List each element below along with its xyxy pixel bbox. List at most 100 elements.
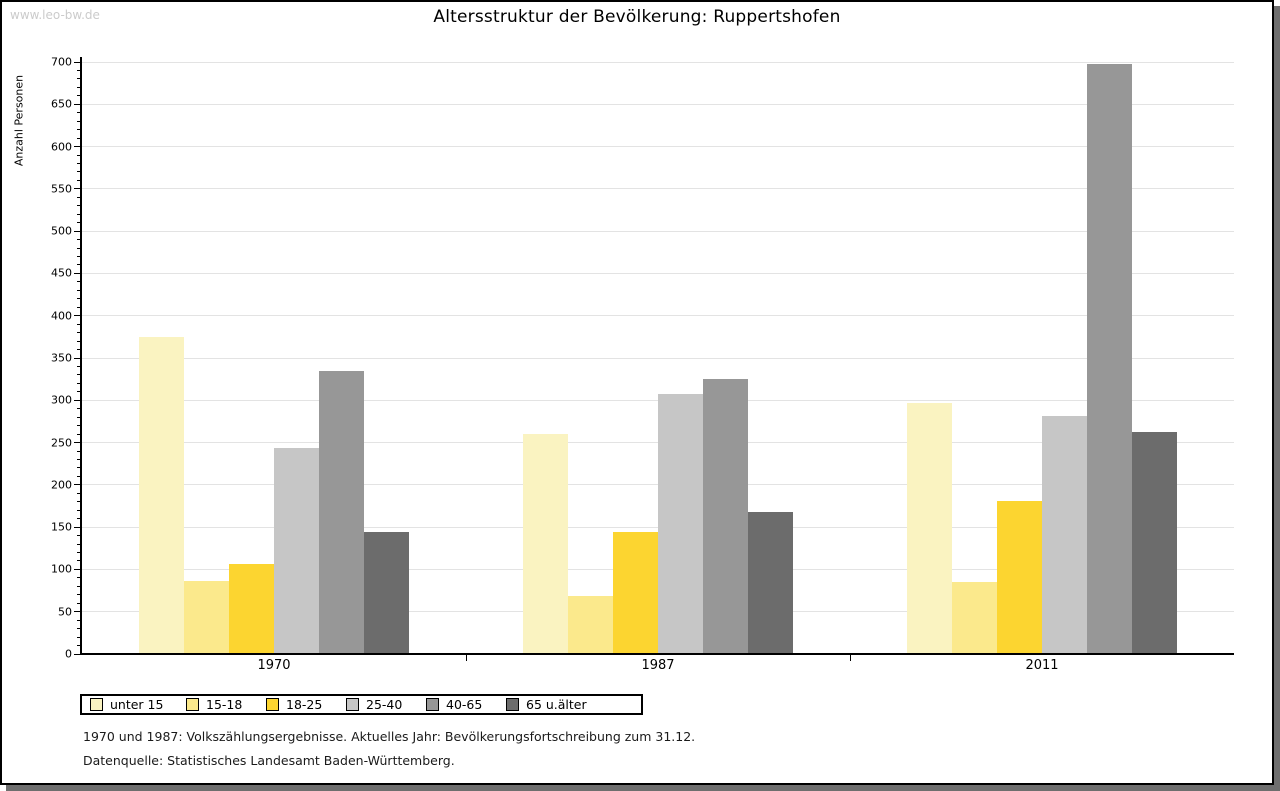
y-tick-minor: [77, 433, 80, 435]
y-tick-label: 350: [51, 351, 72, 365]
y-tick-major: [74, 61, 80, 63]
y-tick-major: [74, 653, 80, 655]
y-gridline: [82, 357, 1234, 359]
y-tick-minor: [77, 509, 80, 511]
y-tick-major: [74, 315, 80, 317]
legend-item: 15-18: [186, 697, 266, 712]
y-tick-minor: [77, 577, 80, 579]
y-gridline: [82, 272, 1234, 274]
y-tick-label: 550: [51, 182, 72, 196]
y-tick-minor: [77, 179, 80, 181]
y-tick-minor: [77, 518, 80, 520]
y-tick-minor: [77, 69, 80, 71]
bar-40-65-2011: [1087, 63, 1132, 654]
legend-label: 25-40: [366, 697, 403, 712]
frame-shadow-right: [1274, 6, 1280, 791]
bar-18-25-1987: [613, 532, 658, 654]
y-tick-minor: [77, 628, 80, 630]
y-tick-major: [74, 568, 80, 570]
y-tick-minor: [77, 374, 80, 376]
y-tick-minor: [77, 281, 80, 283]
y-gridline: [82, 188, 1234, 190]
y-tick-minor: [77, 78, 80, 80]
bar-25-40-1970: [274, 447, 319, 654]
y-tick-minor: [77, 501, 80, 503]
y-tick-major: [74, 230, 80, 232]
y-tick-minor: [77, 162, 80, 164]
bar-65-u.älter-2011: [1132, 432, 1177, 654]
y-tick-minor: [77, 602, 80, 604]
y-tick-minor: [77, 323, 80, 325]
y-tick-minor: [77, 535, 80, 537]
plot-area: 0 50 100 150 200 250 300 350 400 450 500 550 600 650 7…: [51, 56, 1234, 673]
legend-swatch-icon: [506, 698, 519, 711]
y-tick-label: 650: [51, 97, 72, 111]
y-gridline: [82, 146, 1234, 148]
y-tick-minor: [77, 594, 80, 596]
y-tick-minor: [77, 340, 80, 342]
y-tick-major: [74, 103, 80, 105]
bar-65-u.älter-1970: [364, 532, 409, 654]
y-tick-minor: [77, 95, 80, 97]
y-tick-minor: [77, 458, 80, 460]
legend-label: unter 15: [110, 697, 164, 712]
y-tick-minor: [77, 475, 80, 477]
y-tick-minor: [77, 585, 80, 587]
chart-title: Altersstruktur der Bevölkerung: Rupperts…: [433, 7, 841, 27]
y-tick-major: [74, 357, 80, 359]
legend-label: 65 u.älter: [526, 697, 587, 712]
bar-25-40-1987: [658, 394, 703, 654]
y-tick-label: 200: [51, 478, 72, 492]
x-category-label: 2011: [1025, 658, 1059, 673]
y-tick-minor: [77, 129, 80, 131]
footer-note: 1970 und 1987: Volkszählungsergebnisse. …: [83, 729, 696, 744]
bar-15-18-2011: [952, 582, 997, 654]
y-gridline: [82, 103, 1234, 105]
y-tick-minor: [77, 365, 80, 367]
y-gridline: [82, 315, 1234, 317]
y-tick-minor: [77, 636, 80, 638]
y-tick-minor: [77, 492, 80, 494]
y-tick-major: [74, 526, 80, 528]
bar-15-18-1970: [184, 581, 229, 654]
y-tick-minor: [77, 264, 80, 266]
bar-18-25-2011: [997, 500, 1042, 654]
y-tick-label: 0: [65, 647, 72, 661]
bar-unter-15-1970: [139, 336, 184, 654]
frame-shadow-bottom: [6, 785, 1280, 791]
bar-25-40-2011: [1042, 416, 1087, 654]
y-tick-minor: [77, 382, 80, 384]
bar-15-18-1987: [568, 595, 613, 654]
y-tick-major: [74, 146, 80, 148]
y-tick-minor: [77, 467, 80, 469]
legend-item: 25-40: [346, 697, 426, 712]
y-tick-minor: [77, 391, 80, 393]
legend-item: 40-65: [426, 697, 506, 712]
y-tick-minor: [77, 408, 80, 410]
legend-item: unter 15: [90, 697, 186, 712]
legend-label: 15-18: [206, 697, 243, 712]
y-tick-minor: [77, 247, 80, 249]
footer-source: Datenquelle: Statistisches Landesamt Bad…: [83, 753, 455, 768]
legend-item: 65 u.älter: [506, 697, 587, 712]
y-tick-minor: [77, 306, 80, 308]
y-tick-minor: [77, 619, 80, 621]
legend-swatch-icon: [90, 698, 103, 711]
legend-item: 18-25: [266, 697, 346, 712]
y-tick-minor: [77, 450, 80, 452]
y-tick-minor: [77, 332, 80, 334]
y-tick-minor: [77, 256, 80, 257]
y-tick-label: 50: [58, 605, 72, 619]
bar-unter-15-2011: [907, 402, 952, 654]
y-tick-major: [74, 442, 80, 444]
legend-label: 40-65: [446, 697, 483, 712]
y-tick-major: [74, 272, 80, 274]
y-tick-minor: [77, 120, 80, 122]
x-axis-tick: [850, 655, 851, 661]
watermark-text: www.leo-bw.de: [10, 8, 100, 22]
y-tick-label: 250: [51, 436, 72, 450]
y-tick-label: 700: [51, 55, 72, 69]
bar-40-65-1970: [319, 370, 364, 654]
y-tick-minor: [77, 560, 80, 562]
